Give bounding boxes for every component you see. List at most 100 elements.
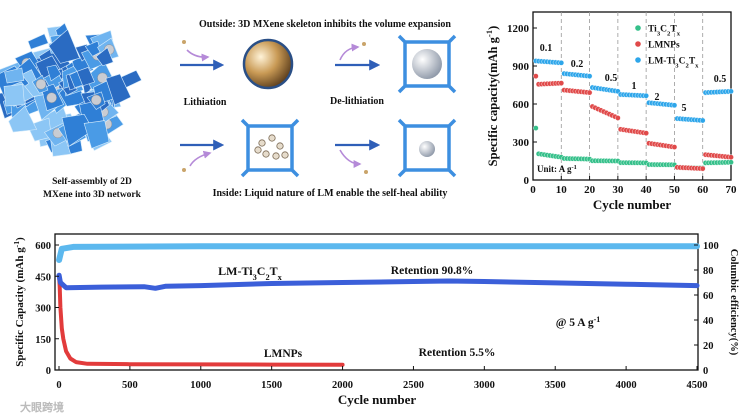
x-tick-label: 4000 (616, 380, 637, 391)
rate-point (586, 73, 593, 79)
cycling-x-axis-label: Cycle number (338, 392, 417, 407)
legend-marker (635, 25, 641, 31)
outside-caption: Outside: 3D MXene skeleton inhibits the … (199, 19, 451, 30)
rate-point (533, 73, 539, 79)
y2-tick-label: 0 (703, 366, 708, 377)
mxene-flake (83, 120, 110, 149)
assembly-caption-line1: Self-assembly of 2D (52, 177, 132, 187)
cycling-performance-chart: 0 500 1000 1500 2000 2500 3000 3500 4000 45000150… (12, 233, 739, 407)
y-tick-label: 300 (513, 137, 530, 149)
lm-droplet (268, 134, 276, 142)
rate-point (586, 89, 593, 96)
lithiation-process-illustration (180, 34, 457, 178)
rate-point (558, 80, 565, 86)
cycling-y-axis-label: Specific Capacity (mAh g-1) (12, 237, 27, 367)
x-tick-label: 2500 (403, 380, 424, 391)
lithiated-lm-particle (242, 38, 294, 90)
mxene-flake (27, 33, 49, 50)
lm-sphere (46, 92, 57, 103)
rate-x-axis-label: Cycle number (593, 197, 672, 212)
rate-plot-frame (532, 11, 732, 181)
x-tick-label: 10 (556, 184, 568, 196)
rate-point (558, 60, 565, 66)
x-tick-label: 0 (530, 184, 536, 196)
y-tick-label: 450 (35, 272, 51, 283)
rate-point (699, 165, 706, 172)
y2-tick-label: 100 (703, 241, 719, 252)
li-ion-icon (182, 40, 186, 44)
assembly-caption-line2: MXene into 3D network (43, 190, 142, 200)
cycling-plot-frame (54, 233, 699, 371)
y-tick-label: 1200 (507, 23, 530, 35)
lm-droplet (258, 139, 266, 147)
retention-lmnps: Retention 5.5% (419, 347, 496, 359)
mxene-cage (397, 118, 457, 178)
y-tick-label: 150 (35, 335, 51, 346)
mxene-flake (61, 113, 94, 147)
rate-point (671, 102, 678, 109)
mxene-flake (3, 84, 25, 107)
rate-label: 0.1 (540, 43, 553, 54)
lm-droplet (281, 151, 289, 159)
x-tick-label: 40 (641, 184, 653, 196)
rate-label: 2 (655, 92, 660, 103)
mxene-flake (105, 73, 132, 106)
legend-marker (635, 41, 641, 47)
x-tick-label: 1500 (261, 380, 282, 391)
ion-arrow-icon (339, 43, 360, 61)
rate-point (728, 88, 734, 95)
legend-label: Ti3C2Tx (648, 25, 681, 38)
y2-tick-label: 60 (703, 291, 714, 302)
mxene-network-illustration (0, 22, 142, 157)
ion-arrow-icon (186, 49, 210, 62)
lm-particle (412, 49, 442, 79)
series-line-coulombic-efficiency (56, 243, 700, 263)
legend-label: LM-Ti3C2Tx (648, 57, 699, 70)
rate-performance-chart: 0 10 20 30 40 50 60 70 0 300 600 900 1200 0.1 0.2 0.5 1 2… (484, 11, 738, 212)
x-tick-label: 500 (122, 380, 138, 391)
li-ion-icon (362, 42, 366, 46)
lm-sphere (35, 79, 47, 90)
x-tick-label: 20 (584, 184, 596, 196)
x-tick-label: 60 (697, 184, 709, 196)
rate-label: 0.5 (714, 74, 727, 85)
rate-point (728, 159, 734, 166)
rate-label: 0.5 (605, 73, 618, 84)
lm-ti3c2tx-label: LM-Ti3C2Tx (218, 264, 283, 282)
lm-droplet (262, 150, 270, 158)
y-tick-label: 900 (513, 61, 530, 73)
rate-point (643, 92, 649, 99)
rate-label: 0.2 (571, 59, 584, 70)
y-tick-label: 600 (35, 241, 51, 252)
mxene-flake (69, 70, 83, 89)
legend-label: LMNPs (648, 41, 680, 51)
mxene-flake (4, 67, 25, 84)
y2-tick-label: 80 (703, 266, 714, 277)
lm-sphere (91, 94, 102, 106)
x-tick-label: 1000 (190, 380, 211, 391)
mxene-cage (240, 118, 300, 178)
rate-point (671, 144, 678, 150)
li-ion-icon (182, 168, 186, 172)
x-tick-label: 0 (56, 380, 61, 391)
y2-tick-label: 20 (703, 341, 714, 352)
rate-point (533, 125, 539, 131)
delithiation-label: De-lithiation (330, 96, 384, 107)
x-tick-label: 70 (726, 184, 738, 196)
healed-lm-particle (419, 141, 435, 157)
lm-droplet (276, 142, 284, 150)
x-tick-label: 2000 (332, 380, 353, 391)
legend-marker (635, 57, 641, 63)
series-line-lmnps (57, 274, 345, 367)
lm-droplet (254, 146, 262, 154)
y2-tick-label: 40 (703, 316, 714, 327)
ion-arrow-icon (339, 149, 362, 168)
x-tick-label: 3000 (474, 380, 495, 391)
rate-point (615, 115, 621, 121)
lmnps-label: LMNPs (264, 348, 303, 360)
mxene-flake (95, 47, 114, 67)
mxene-flake (46, 64, 62, 82)
rate-point (728, 154, 734, 160)
li-ion-icon (364, 170, 368, 174)
lm-droplet (272, 152, 280, 160)
